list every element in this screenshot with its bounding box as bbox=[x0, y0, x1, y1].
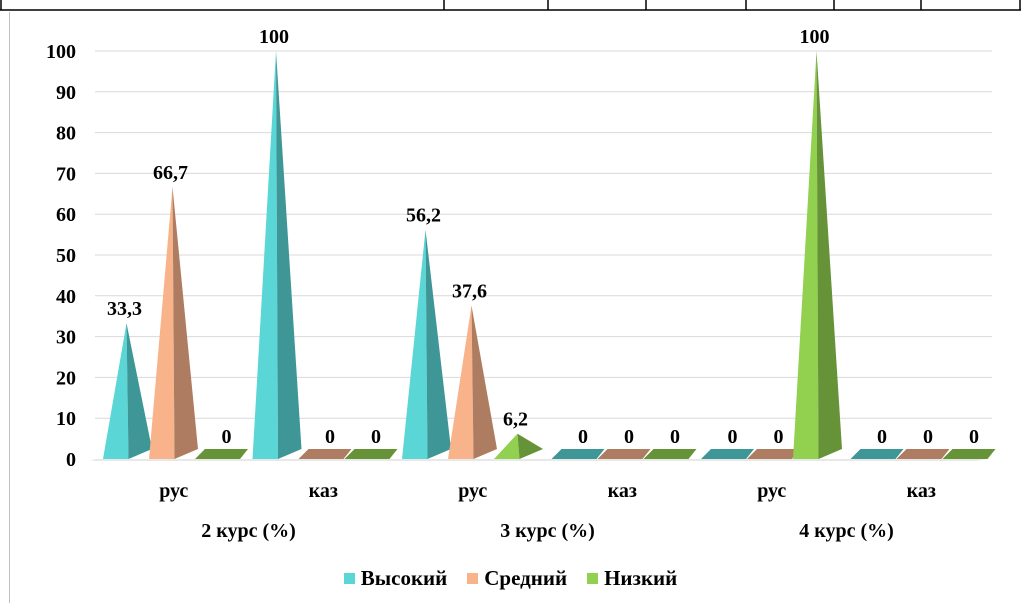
cone-bar bbox=[643, 449, 697, 459]
data-label: 6,2 bbox=[503, 409, 528, 431]
data-label: 37,6 bbox=[452, 281, 487, 303]
y-tick-label: 100 bbox=[46, 41, 76, 63]
left-border bbox=[9, 12, 10, 603]
cone-bar bbox=[195, 449, 248, 459]
x-group-label: 3 курс (%) bbox=[500, 520, 595, 542]
y-tick-label: 50 bbox=[56, 245, 76, 267]
y-tick-label: 10 bbox=[56, 408, 76, 430]
data-label: 33,3 bbox=[107, 298, 142, 320]
x-axis: рус каз рус каз рус каз 2 курс (%) 3 курс (%) 4 … bbox=[159, 480, 936, 542]
legend-swatch bbox=[467, 573, 479, 584]
data-label: 0 bbox=[222, 426, 232, 448]
data-label: 56,2 bbox=[406, 205, 441, 227]
legend-item: Высокий bbox=[343, 566, 448, 591]
legend-label: Средний bbox=[484, 566, 568, 590]
data-label: 0 bbox=[371, 426, 381, 448]
legend-item: Низкий bbox=[587, 566, 677, 591]
cone-bar bbox=[448, 305, 497, 459]
y-tick-label: 70 bbox=[56, 163, 76, 185]
cone-bar bbox=[597, 449, 651, 459]
x-category-label: каз bbox=[309, 480, 338, 502]
data-label: 0 bbox=[923, 426, 933, 448]
cone-bar bbox=[942, 449, 996, 459]
data-label: 0 bbox=[877, 426, 887, 448]
legend-swatch bbox=[343, 573, 355, 584]
legend-label: Высокий bbox=[360, 566, 448, 590]
x-category-label: рус bbox=[159, 480, 188, 502]
cone-chart: 0 10 20 30 40 50 60 70 80 90 100 33,3 66,7 0 100 0 0 56,… bbox=[46, 26, 996, 542]
cone-bar bbox=[747, 449, 800, 459]
x-group-label: 4 курс (%) bbox=[799, 520, 894, 542]
y-tick-label: 80 bbox=[56, 123, 76, 145]
data-label: 0 bbox=[325, 426, 335, 448]
cone-bar bbox=[149, 186, 198, 459]
cone-bar bbox=[896, 449, 950, 459]
legend-label: Низкий bbox=[604, 566, 678, 590]
data-labels: 33,3 66,7 0 100 0 0 56,2 37,6 6,2 0 0 0 0 0 100 0 0 0 bbox=[107, 26, 979, 448]
cone-bar bbox=[850, 449, 904, 459]
x-group-label: 2 курс (%) bbox=[201, 520, 296, 542]
x-category-label: каз bbox=[608, 480, 637, 502]
y-tick-label: 60 bbox=[56, 204, 76, 226]
legend-swatch bbox=[587, 573, 599, 584]
cone-bar bbox=[344, 449, 398, 459]
x-category-label: каз bbox=[907, 480, 936, 502]
data-label: 0 bbox=[578, 426, 588, 448]
y-tick-label: 90 bbox=[56, 82, 76, 104]
y-tick-label: 40 bbox=[56, 286, 76, 308]
chart-floor bbox=[91, 459, 986, 461]
data-label: 0 bbox=[728, 426, 738, 448]
gridlines bbox=[95, 50, 992, 419]
y-tick-label: 20 bbox=[56, 367, 76, 389]
cone-bar bbox=[793, 51, 842, 459]
data-label: 0 bbox=[670, 426, 680, 448]
y-tick-label: 30 bbox=[56, 327, 76, 349]
cone-bar bbox=[103, 323, 152, 459]
data-label: 100 bbox=[259, 26, 289, 48]
cone-bar bbox=[402, 229, 451, 459]
data-label: 0 bbox=[624, 426, 634, 448]
cone-bar bbox=[494, 433, 543, 459]
top-table-edge bbox=[0, 0, 1021, 11]
bars bbox=[91, 51, 996, 461]
x-category-label: рус bbox=[458, 480, 487, 502]
data-label: 100 bbox=[800, 26, 830, 48]
legend-item: Средний bbox=[467, 566, 567, 591]
data-label: 0 bbox=[774, 426, 784, 448]
cone-bar bbox=[551, 449, 605, 459]
cone-bar bbox=[701, 449, 754, 459]
legend: Высокий Средний Низкий bbox=[0, 566, 1021, 591]
cone-bar bbox=[298, 449, 352, 459]
y-tick-label: 0 bbox=[66, 449, 76, 471]
data-label: 0 bbox=[969, 426, 979, 448]
y-axis: 0 10 20 30 40 50 60 70 80 90 100 bbox=[46, 41, 76, 471]
data-label: 66,7 bbox=[153, 162, 188, 184]
cone-bar bbox=[252, 51, 302, 459]
x-category-label: рус bbox=[757, 480, 786, 502]
